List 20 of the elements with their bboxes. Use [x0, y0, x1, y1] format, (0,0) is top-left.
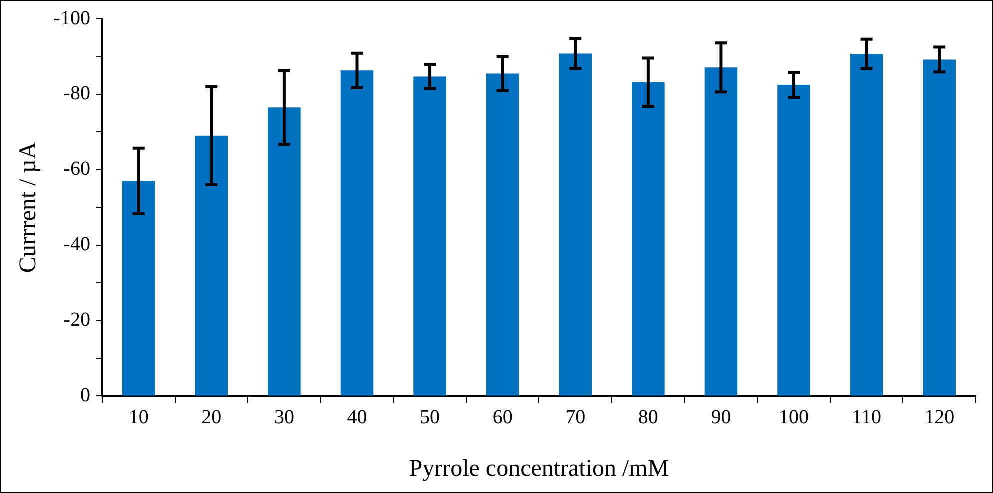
x-tick-label: 100 [779, 406, 810, 428]
y-axis-title: Currrent / µA [16, 141, 42, 274]
x-tick-label: 30 [274, 406, 294, 428]
y-tick-label: -100 [54, 7, 90, 30]
x-tick-label: 10 [128, 406, 149, 428]
y-tick-label: -60 [64, 158, 90, 180]
x-axis-title: Pyrrole concentration /mM [409, 456, 670, 482]
x-tick-label: 70 [566, 406, 586, 428]
y-tick-label: -40 [64, 234, 90, 256]
x-tick-label: 90 [711, 406, 732, 428]
y-tick-label: -80 [64, 82, 90, 105]
x-tick-label: 80 [638, 406, 658, 428]
x-tick-label: 40 [347, 406, 368, 428]
y-tick-label: -20 [64, 309, 90, 332]
y-tick-label: 0 [80, 384, 90, 406]
x-tick-label: 110 [852, 406, 882, 428]
x-tick-label: 120 [924, 406, 955, 428]
x-tick-label: 20 [202, 406, 222, 428]
x-tick-label: 50 [420, 406, 440, 428]
x-tick-label: 60 [492, 406, 513, 428]
